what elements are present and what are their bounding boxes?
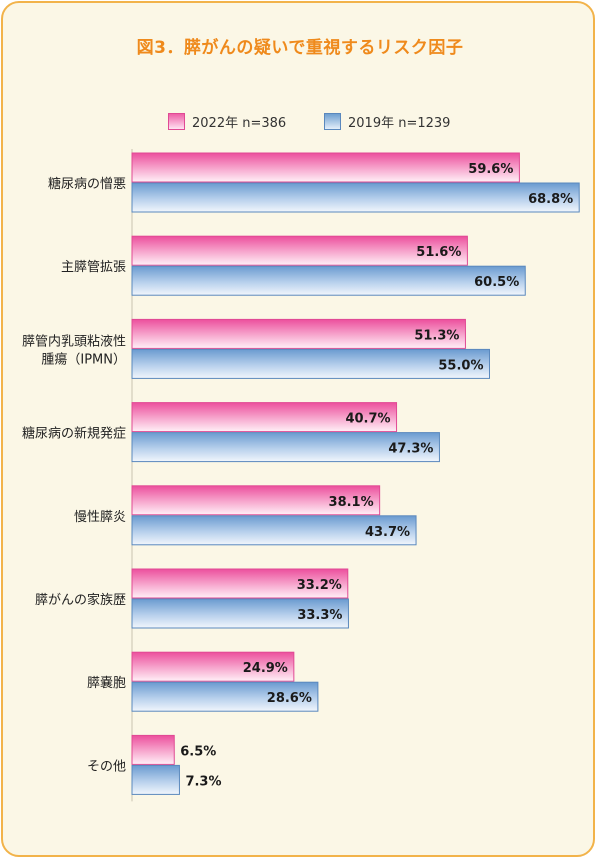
legend-item-2022: 2022年 n=386 (168, 112, 286, 131)
bar-2019 (131, 764, 180, 795)
data-label: 33.2% (297, 578, 342, 593)
legend-item-2019: 2019年 n=1239 (324, 112, 450, 131)
legend-swatch-2019 (324, 113, 341, 130)
data-label: 28.6% (267, 691, 312, 706)
data-label: 51.6% (416, 245, 461, 260)
bar-2022 (131, 235, 468, 266)
data-label: 55.0% (438, 358, 483, 373)
bar-2022 (131, 402, 398, 433)
bar-2022 (131, 318, 466, 349)
category-label: 膵管内乳頭粘液性腫瘍（IPMN） (22, 333, 126, 367)
data-label: 7.3% (185, 774, 221, 789)
bar-2019 (131, 182, 580, 213)
category-label: 糖尿病の憎悪 (48, 176, 126, 192)
data-label: 6.5% (180, 744, 216, 759)
category-label: 糖尿病の新規発症 (22, 426, 126, 442)
data-label: 68.8% (528, 192, 573, 207)
bar-2019 (131, 598, 349, 629)
data-label: 47.3% (388, 442, 433, 457)
bar-2019 (131, 432, 440, 463)
data-label: 59.6% (468, 162, 513, 177)
bar-2022 (131, 734, 175, 765)
category-label: 慢性膵炎 (74, 509, 126, 525)
category-label: 主膵管拡張 (61, 260, 126, 275)
bar-2019 (131, 265, 526, 296)
bar-2022 (131, 485, 381, 516)
data-label: 40.7% (345, 412, 390, 427)
data-label: 33.3% (297, 608, 342, 623)
category-label: 膵嚢胞 (87, 675, 126, 691)
data-label: 60.5% (474, 275, 519, 290)
legend-label-2022: 2022年 n=386 (192, 116, 287, 131)
bar-2022 (131, 568, 349, 599)
legend-swatch-2022 (168, 113, 185, 130)
category-label: その他 (87, 759, 126, 774)
category-label: 膵がんの家族歴 (35, 592, 126, 608)
bar-2022 (131, 651, 295, 682)
bar-2019 (131, 348, 490, 379)
data-label: 24.9% (243, 661, 288, 676)
bar-2019 (131, 681, 319, 712)
chart-title: 図3．膵がんの疑いで重視するリスク因子 (136, 38, 464, 58)
bar-2022 (131, 152, 520, 183)
data-label: 43.7% (365, 525, 410, 540)
bar-2019 (131, 515, 417, 546)
data-label: 38.1% (329, 495, 374, 510)
data-label: 51.3% (414, 328, 459, 343)
legend-label-2019: 2019年 n=1239 (348, 116, 451, 131)
